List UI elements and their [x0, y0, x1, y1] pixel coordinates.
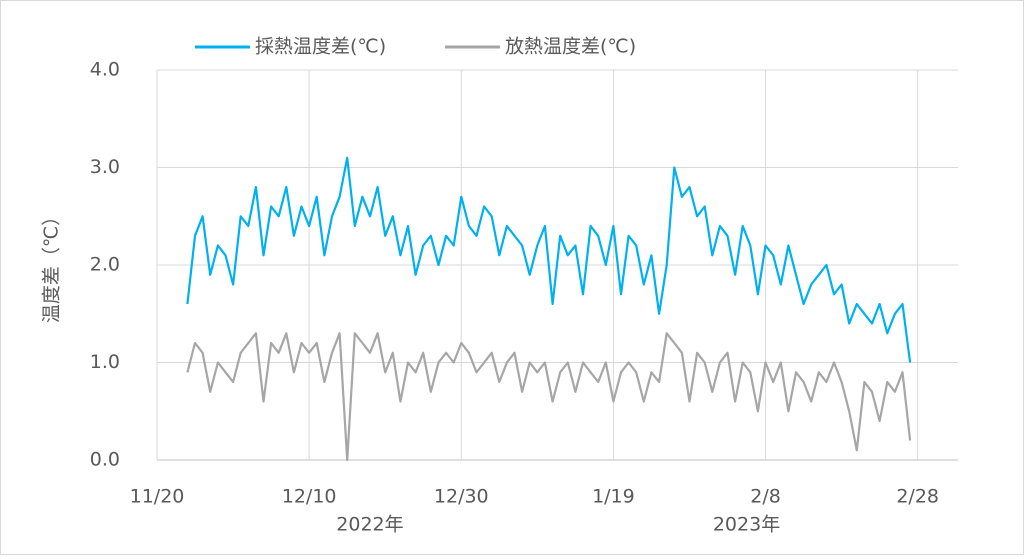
y-tick-label: 1.0 — [90, 351, 120, 373]
x-group-label: 2022年 — [336, 514, 403, 536]
legend-label: 放熱温度差(℃) — [505, 36, 636, 58]
y-tick-label: 0.0 — [90, 449, 120, 471]
x-tick-label: 1/19 — [592, 486, 635, 508]
x-tick-label: 2/28 — [896, 486, 939, 508]
y-tick-label: 4.0 — [90, 59, 120, 81]
series-line — [186, 156, 912, 363]
y-axis-title: 温度差（℃） — [41, 207, 63, 323]
x-tick-label: 2/8 — [750, 486, 781, 508]
legend-label: 採熱温度差(℃) — [255, 36, 386, 58]
x-tick-label: 12/10 — [282, 486, 337, 508]
x-tick-label: 11/20 — [130, 486, 185, 508]
x-tick-label: 12/30 — [434, 486, 489, 508]
series-line — [186, 332, 912, 462]
y-tick-label: 2.0 — [90, 254, 120, 276]
y-tick-label: 3.0 — [90, 156, 120, 178]
x-group-label: 2023年 — [713, 514, 780, 536]
